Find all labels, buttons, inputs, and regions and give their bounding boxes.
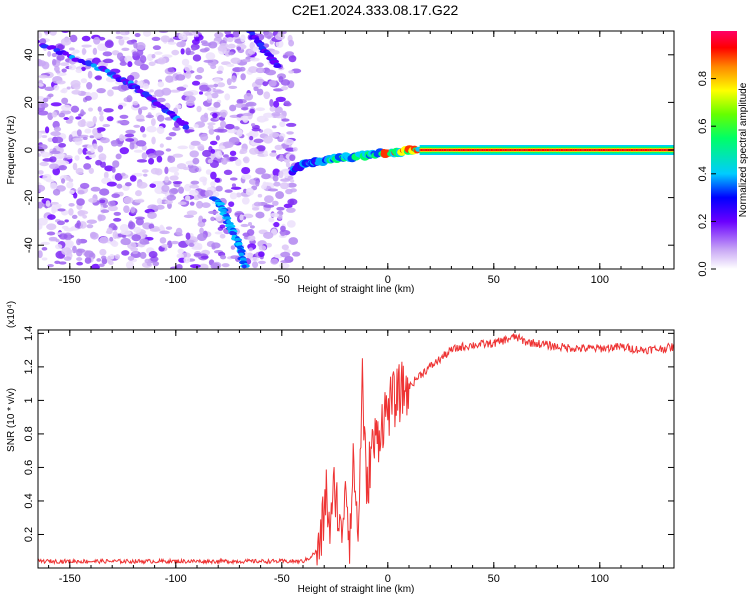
spectrogram-heatmap — [38, 31, 674, 269]
bottom-plot-frame — [37, 329, 675, 569]
x-tick-label: -150 — [59, 573, 81, 585]
y-tick-label: 0.8 — [23, 426, 35, 441]
bottom-y-ticks: 0.2 0.4 0.6 0.8 1 1.2 1.4 — [23, 326, 674, 542]
x-tick-label: -150 — [59, 274, 81, 286]
x-tick-label: 0 — [385, 274, 391, 286]
colorbar-tick-label: 0.4 — [697, 166, 709, 181]
top-x-ticks: -150 -100 -50 0 50 100 — [48, 31, 664, 286]
x-tick-label: -100 — [165, 274, 187, 286]
top-y-axis-label: Frequency (Hz) — [6, 116, 17, 185]
colorbar-ticks: 0.0 0.2 0.4 0.6 0.8 — [697, 71, 716, 277]
x-tick-label: 0 — [385, 573, 391, 585]
x-tick-label: -50 — [274, 274, 290, 286]
x-tick-label: 100 — [591, 274, 609, 286]
colorbar-label: Normalized spectral amplitude — [738, 82, 749, 217]
snr-series-line — [38, 333, 674, 566]
y-tick-label: 20 — [23, 96, 35, 108]
y-tick-label: 0 — [23, 147, 35, 153]
y-tick-label: 0.2 — [23, 527, 35, 542]
top-x-axis-label: Height of straight line (km) — [298, 284, 415, 295]
colorbar-tick-label: 0.6 — [697, 119, 709, 134]
bottom-y-axis-label: SNR (10 * v/v) — [6, 388, 17, 452]
y-tick-label: 1 — [23, 397, 35, 403]
y-tick-label: 1.2 — [23, 359, 35, 374]
colorbar-tick-label: 0.8 — [697, 71, 709, 86]
y-tick-label: 1.4 — [23, 326, 35, 341]
bottom-x-axis-label: Height of straight line (km) — [298, 584, 415, 595]
y-tick-label: -20 — [23, 190, 35, 206]
chart-title: C2E1.2024.333.08.17.G22 — [291, 2, 459, 18]
x-tick-label: 50 — [488, 274, 500, 286]
colorbar — [711, 31, 737, 269]
top-y-ticks: -40 -20 0 20 40 — [23, 49, 674, 253]
x-tick-label: 50 — [488, 573, 500, 585]
y-tick-label: -40 — [23, 237, 35, 253]
y-tick-label: 0.4 — [23, 493, 35, 508]
y-multiplier-label: (x10⁴) — [6, 301, 17, 328]
y-tick-label: 40 — [23, 49, 35, 61]
colorbar-tick-label: 0.0 — [697, 261, 709, 276]
x-tick-label: 100 — [591, 573, 609, 585]
x-tick-label: -100 — [165, 573, 187, 585]
y-tick-label: 0.6 — [23, 460, 35, 475]
bottom-x-ticks: -150 -100 -50 0 50 100 — [48, 330, 664, 585]
x-tick-label: -50 — [274, 573, 290, 585]
colorbar-tick-label: 0.2 — [697, 214, 709, 229]
